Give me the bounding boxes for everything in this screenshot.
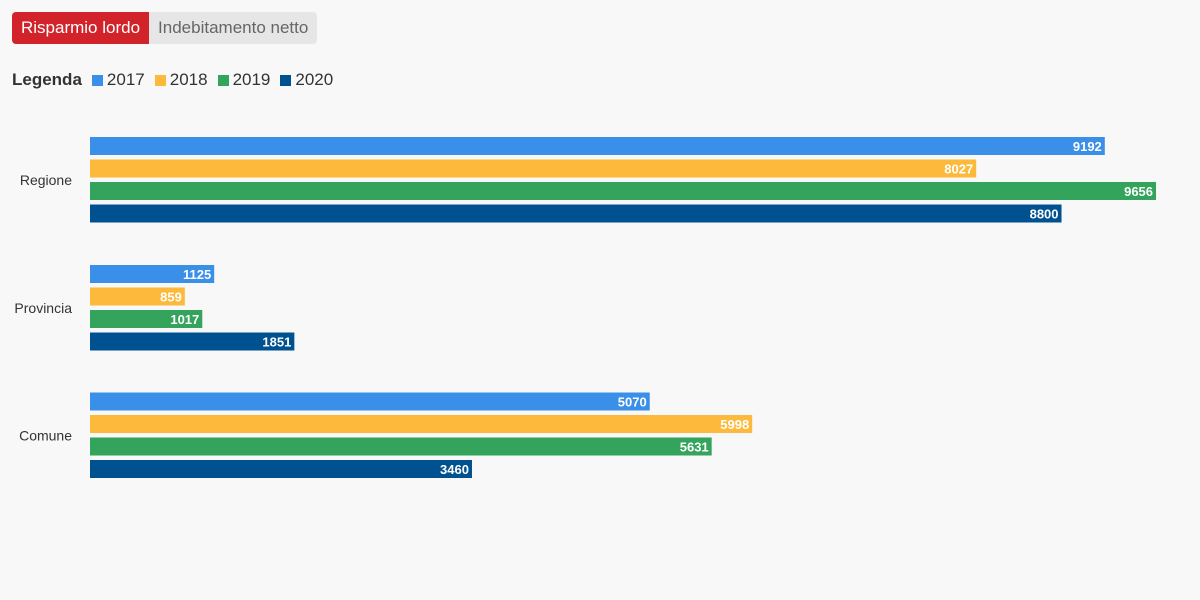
tab-indebitamento-netto[interactable]: Indebitamento netto: [149, 12, 318, 44]
legend-label-2019: 2019: [232, 70, 271, 89]
value-label-provincia-2020: 1851: [262, 335, 291, 350]
metric-tabs: Risparmio lordo Indebitamento netto: [12, 12, 318, 44]
legend-swatch-2017: [91, 74, 103, 86]
legend-label-2020: 2020: [295, 70, 334, 89]
legend-item-2017: 2017: [91, 70, 145, 90]
value-label-regione-2019: 9656: [1124, 184, 1153, 199]
bar-provincia-2018[interactable]: [90, 287, 185, 306]
value-label-regione-2017: 9192: [1073, 139, 1102, 154]
bar-regione-2019[interactable]: [90, 182, 1157, 200]
bar-regione-2017[interactable]: [90, 137, 1105, 155]
legend-swatch-2020: [280, 74, 292, 86]
value-label-regione-2018: 8027: [944, 162, 973, 177]
legend-item-2018: 2018: [154, 70, 208, 90]
value-label-comune-2019: 5631: [680, 440, 709, 455]
legend-label-2017: 2017: [106, 70, 145, 89]
legend-swatch-2018: [154, 74, 166, 86]
value-label-comune-2017: 5070: [618, 395, 647, 410]
bar-provincia-2020[interactable]: [90, 332, 295, 351]
category-label-comune: Comune: [19, 427, 72, 443]
legend-label-2018: 2018: [169, 70, 208, 89]
bar-regione-2018[interactable]: [90, 159, 977, 178]
bar-comune-2020[interactable]: [90, 460, 472, 478]
value-label-provincia-2019: 1017: [170, 312, 199, 327]
bar-comune-2019[interactable]: [90, 437, 712, 456]
legend-title: Legenda: [12, 70, 82, 89]
tab-risparmio-lordo[interactable]: Risparmio lordo: [12, 12, 150, 44]
chart-legend: Legenda 2017 2018 2019 2020: [12, 68, 343, 92]
value-label-comune-2020: 3460: [440, 462, 469, 477]
value-label-provincia-2017: 1125: [183, 267, 211, 282]
bar-provincia-2017[interactable]: [90, 265, 215, 283]
value-label-provincia-2018: 859: [160, 290, 182, 305]
bar-comune-2017[interactable]: [90, 392, 650, 411]
category-label-regione: Regione: [20, 172, 72, 188]
bar-regione-2020[interactable]: [90, 204, 1062, 223]
legend-swatch-2019: [217, 74, 229, 86]
value-label-regione-2020: 8800: [1030, 207, 1059, 222]
legend-item-2020: 2020: [280, 70, 333, 90]
bar-comune-2018[interactable]: [90, 415, 753, 433]
value-label-comune-2018: 5998: [720, 417, 749, 432]
bar-provincia-2019[interactable]: [90, 310, 203, 328]
legend-item-2019: 2019: [217, 70, 271, 90]
category-label-provincia: Provincia: [14, 300, 72, 316]
